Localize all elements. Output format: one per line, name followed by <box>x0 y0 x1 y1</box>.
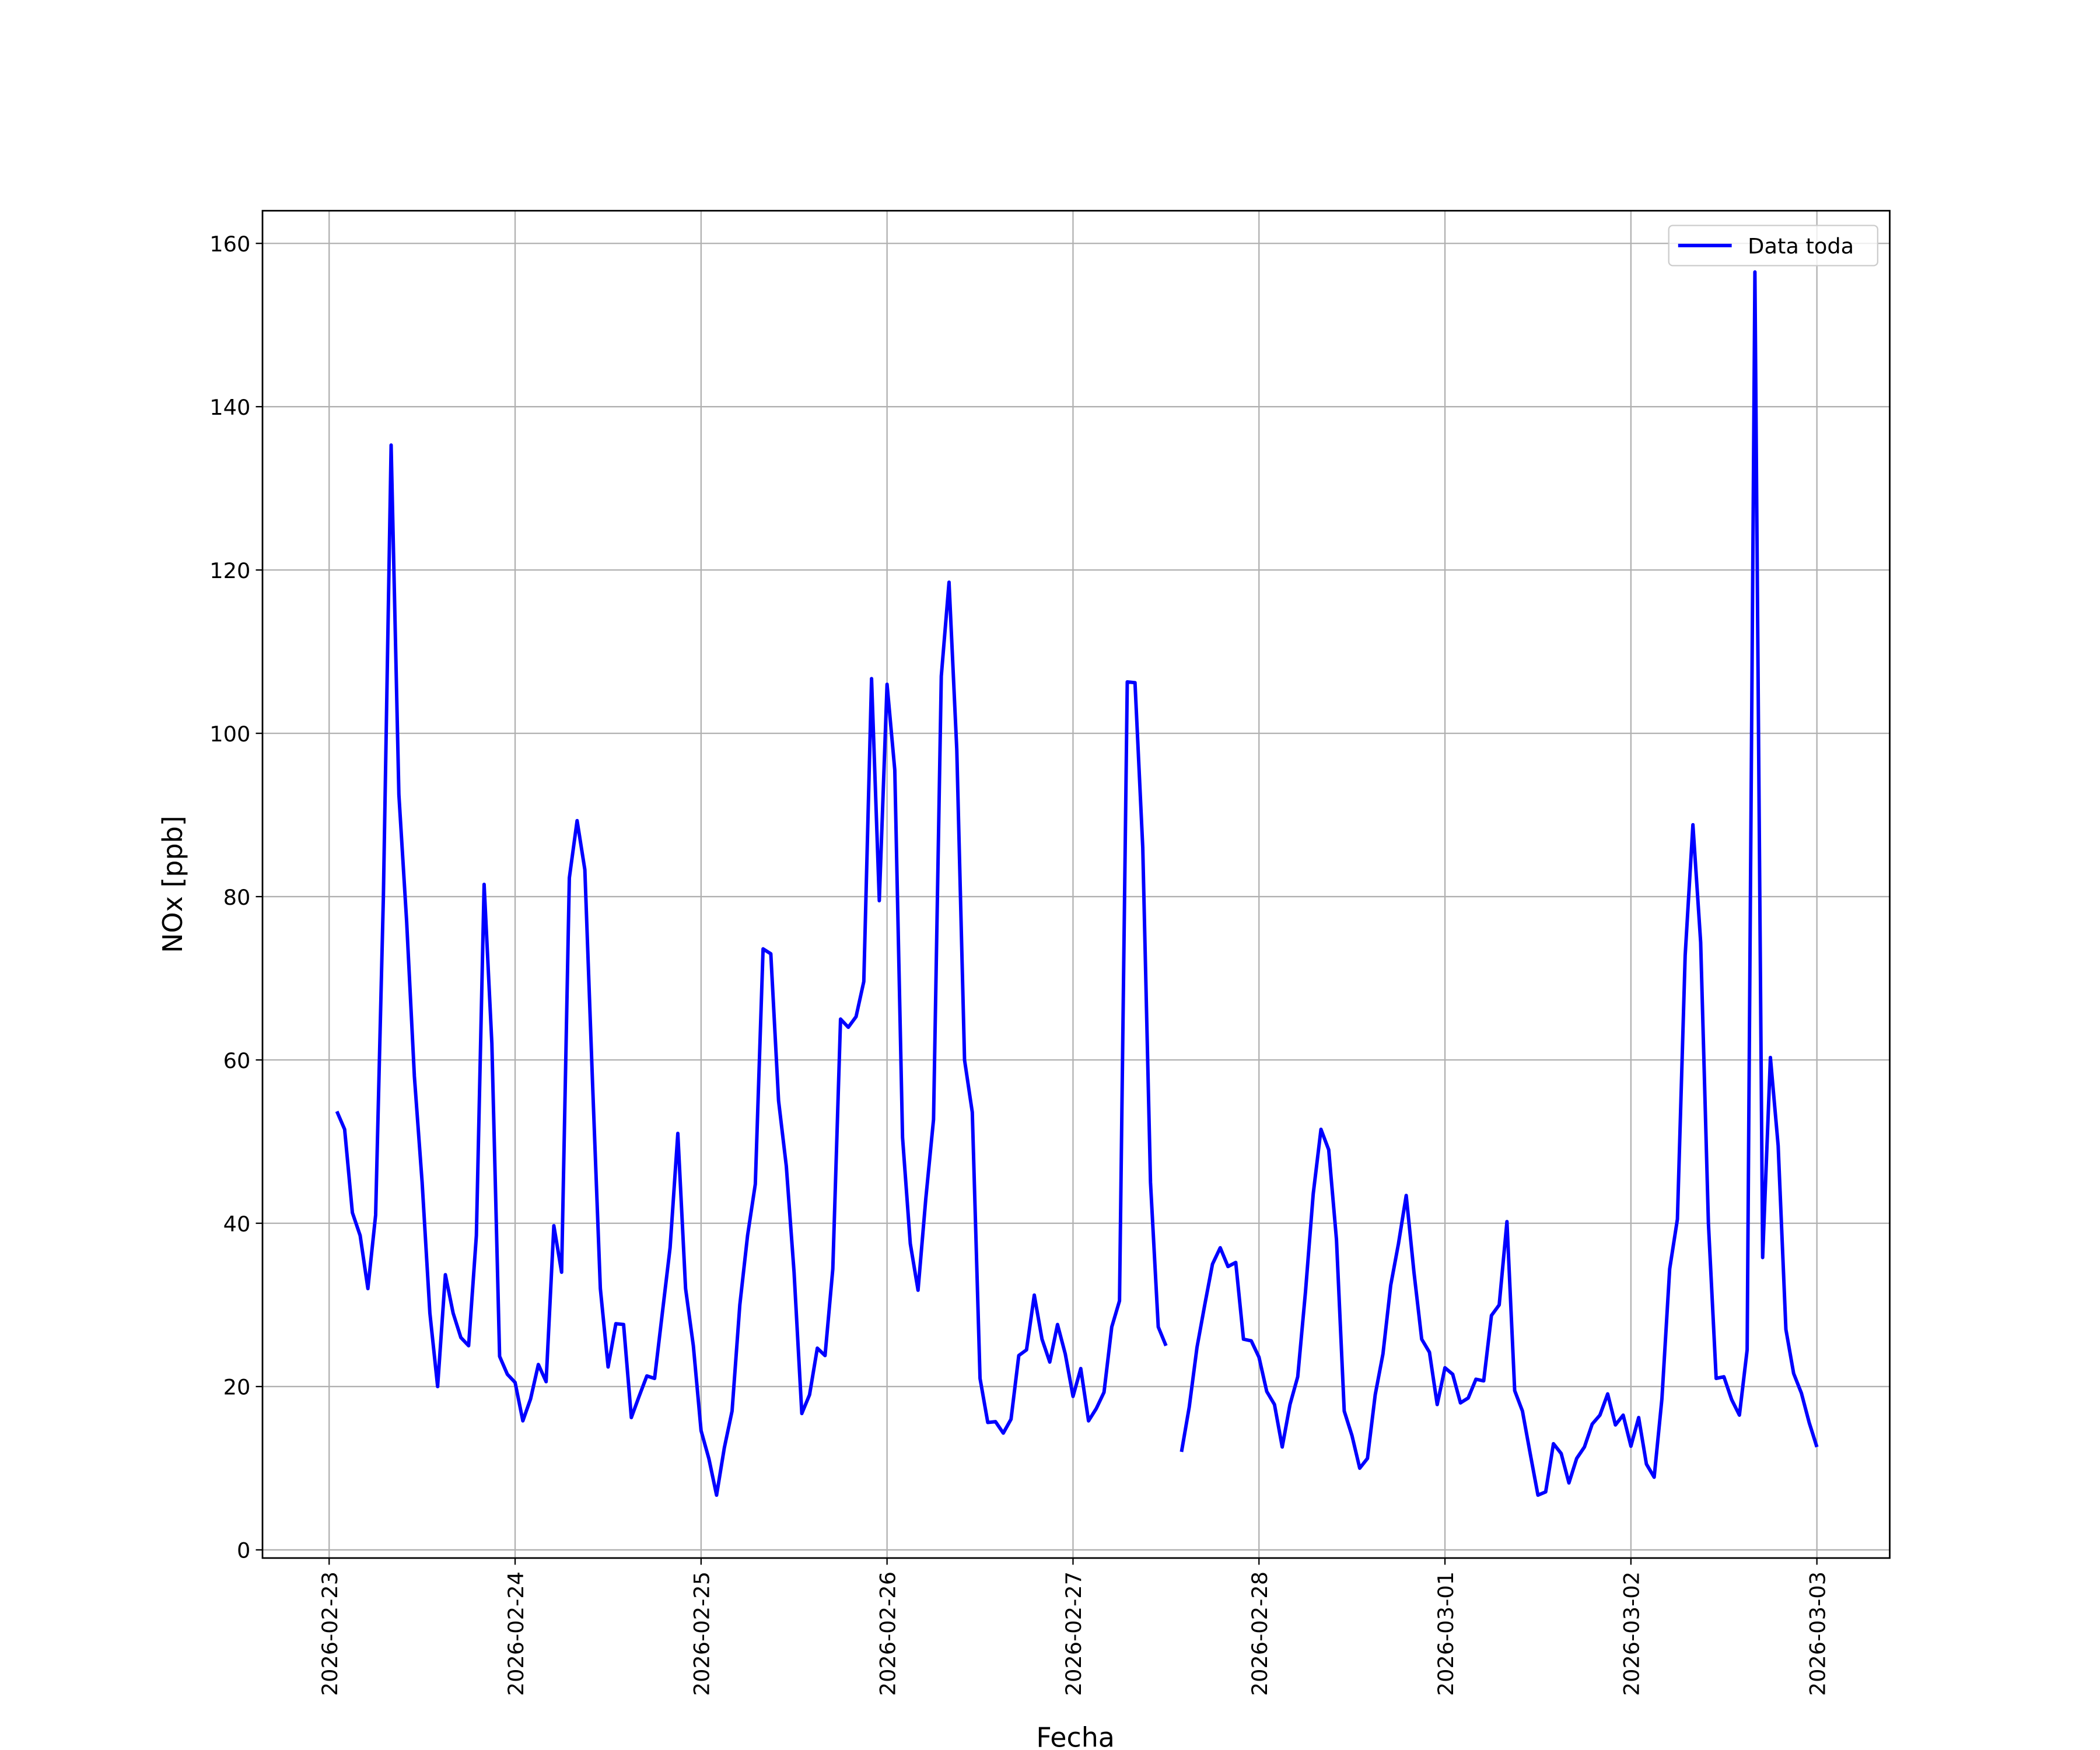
legend-label: Data toda <box>1748 234 1854 259</box>
y-tick-label: 0 <box>237 1538 250 1563</box>
x-tick-label: 2026-03-03 <box>1805 1572 1830 1696</box>
y-tick-label: 80 <box>223 885 251 910</box>
y-tick-label: 60 <box>223 1048 251 1073</box>
y-tick-label: 100 <box>209 722 250 747</box>
y-tick-label: 160 <box>209 232 250 257</box>
x-tick-label: 2026-02-26 <box>875 1572 900 1696</box>
x-axis-label: Fecha <box>1036 1722 1115 1750</box>
y-tick-label: 40 <box>223 1212 251 1237</box>
y-axis-label: NOx [ppb] <box>157 816 188 953</box>
y-tick-label: 140 <box>209 395 250 420</box>
y-tick-label: 120 <box>209 558 250 583</box>
x-tick-label: 2026-03-02 <box>1619 1572 1644 1696</box>
x-tick-label: 2026-02-25 <box>690 1572 715 1696</box>
x-tick-label: 2026-02-28 <box>1247 1572 1272 1696</box>
x-tick-label: 2026-03-01 <box>1433 1572 1458 1696</box>
x-tick-label: 2026-02-24 <box>503 1572 528 1696</box>
y-tick-label: 20 <box>223 1375 251 1400</box>
x-tick-label: 2026-02-23 <box>317 1572 342 1696</box>
data-line <box>335 270 1819 1497</box>
x-tick-label: 2026-02-27 <box>1061 1572 1086 1696</box>
legend-box <box>1668 225 1879 267</box>
plot-frame <box>261 209 1891 1559</box>
